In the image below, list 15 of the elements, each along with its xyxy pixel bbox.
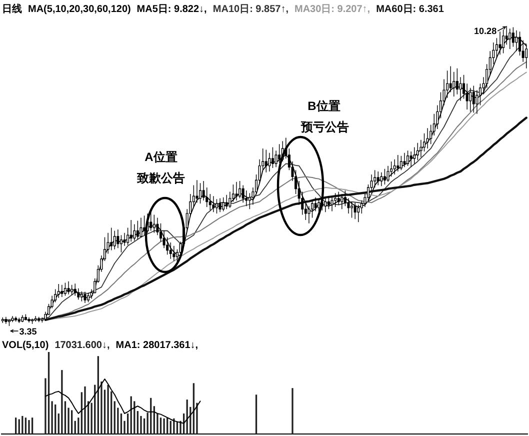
annotation: A位置 <box>144 150 178 164</box>
text: MA30日: 9.207↑, <box>294 4 370 15</box>
text: MA5日: 9.822↓, <box>136 4 208 15</box>
annotation: 10.28 <box>474 26 497 36</box>
legend-title: MA(5,10,20,30,60,120) <box>28 4 131 15</box>
text: 3.35 <box>19 326 37 336</box>
annotation: B位置 <box>308 99 340 113</box>
annotation: 预亏公告 <box>300 120 349 134</box>
annotation: 致歉公告 <box>136 171 185 185</box>
chart-title: 日线 <box>2 3 22 15</box>
text: MA60日: 6.361 <box>376 4 444 15</box>
text: MA1: 28017.361↓, <box>116 340 198 351</box>
text: MA10日: 9.857↑, <box>212 4 289 15</box>
series-label: 17031.600↓, <box>54 340 110 351</box>
chart-title: VOL(5,10) <box>2 340 49 351</box>
